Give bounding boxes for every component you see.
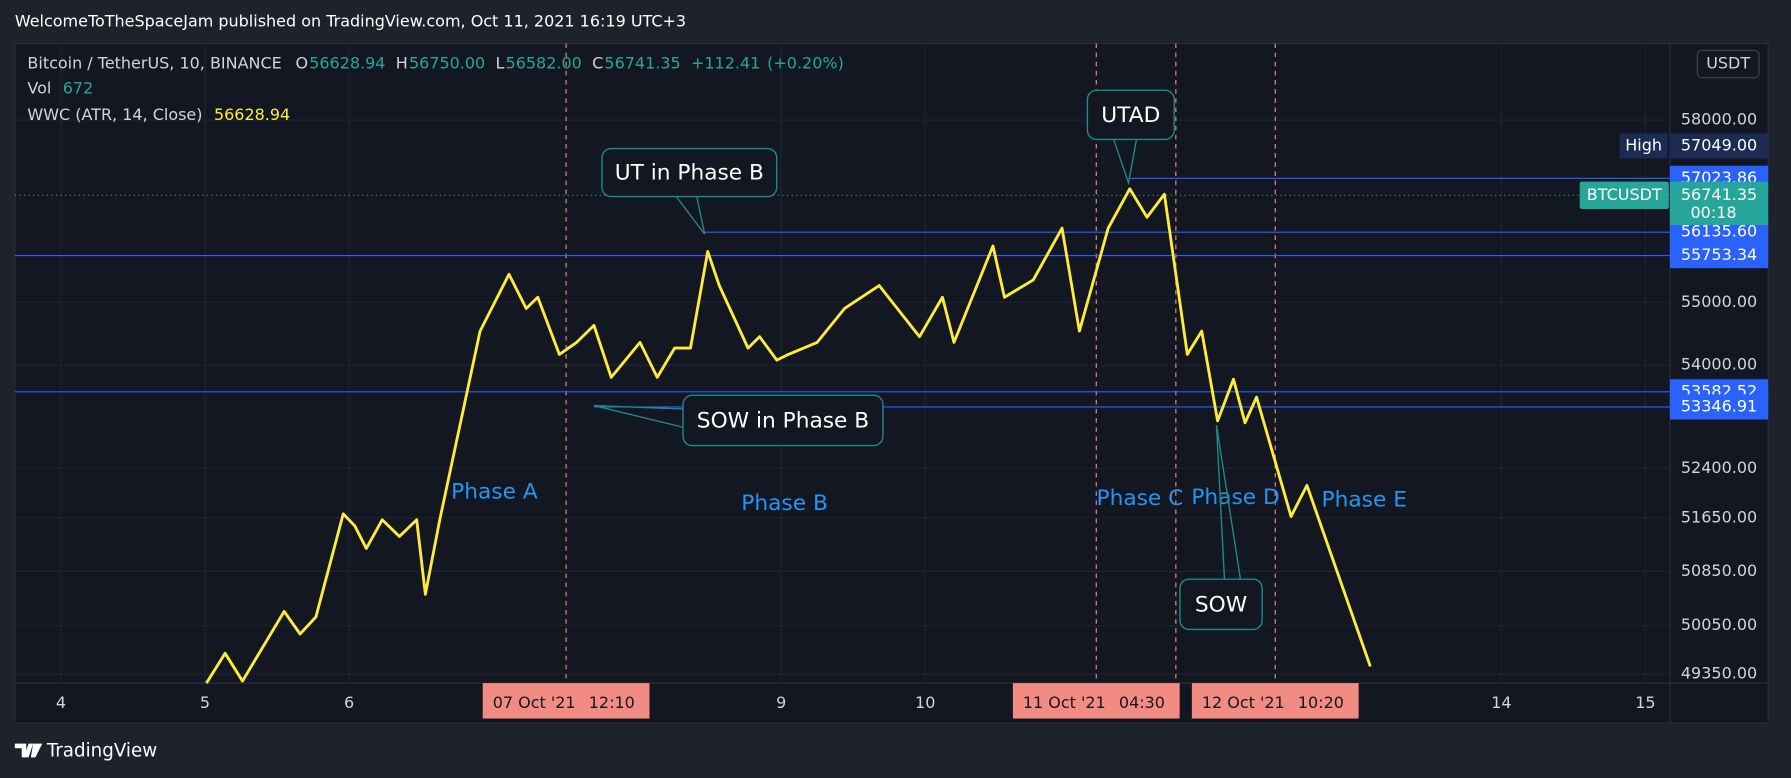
phase-label: Phase B (741, 491, 828, 516)
y-tick-label: 55000.00 (1681, 292, 1757, 311)
event-label-bg (1012, 683, 1180, 719)
y-tick-label: 51650.00 (1681, 507, 1757, 526)
event-time: 04:30 (1119, 693, 1165, 712)
y-tick-label: 50050.00 (1681, 615, 1757, 634)
callout-pointer (675, 196, 706, 235)
symbol-label-bg (1579, 181, 1669, 210)
ohlc-value: 56750.00 (409, 54, 485, 73)
y-tick-label: 50850.00 (1681, 561, 1757, 580)
event-label-bg (482, 683, 650, 719)
level-label-bg (1669, 243, 1769, 269)
high-label-bg (1669, 133, 1769, 159)
phase-label: Phase E (1322, 487, 1407, 512)
ohlc-name: L (496, 54, 505, 73)
countdown: 00:18 (1690, 203, 1736, 222)
callout-text: SOW in Phase B (697, 409, 869, 434)
callout-text: UTAD (1101, 103, 1160, 128)
level-label: 53346.91 (1681, 396, 1757, 415)
level-label: 55753.34 (1681, 245, 1757, 264)
y-tick-label: 58000.00 (1681, 110, 1757, 129)
symbol-label: BTCUSDT (1587, 185, 1662, 204)
level-label: 56135.60 (1681, 222, 1757, 241)
change: +112.41 (691, 54, 760, 73)
currency-button (1696, 49, 1760, 79)
y-tick-label: 49350.00 (1681, 664, 1757, 683)
y-tick-label: 52400.00 (1681, 458, 1757, 477)
callout-box (601, 147, 778, 198)
symbol: Bitcoin / TetherUS, 10, BINANCE (27, 54, 281, 73)
event-date: 12 Oct '21 (1202, 693, 1285, 712)
high-value: 57049.00 (1681, 135, 1757, 154)
level-label-bg (1669, 394, 1769, 420)
ohlc-value: 56628.94 (309, 54, 385, 73)
currency-label: USDT (1706, 54, 1750, 73)
change-pct: (+0.20%) (767, 54, 844, 73)
x-tick-label: 6 (344, 693, 354, 712)
phase-label: Phase A (451, 479, 538, 504)
x-tick-label: 14 (1491, 693, 1511, 712)
callout-box (1086, 89, 1175, 141)
x-tick-label: 4 (56, 693, 66, 712)
event-date: 07 Oct '21 (493, 693, 576, 712)
x-tick-label: 10 (915, 693, 935, 712)
callout-pointer (593, 404, 684, 428)
indicator-name: WWC (ATR, 14, Close) (27, 105, 202, 124)
ohlc-value: 56582.00 (506, 54, 582, 73)
indicator-value: 56628.94 (214, 105, 290, 124)
high-name-bg (1619, 133, 1668, 159)
chart-panel (14, 42, 1769, 724)
event-date: 11 Oct '21 (1023, 693, 1106, 712)
ohlc-value: 56741.35 (604, 54, 680, 73)
ohlc-name: O (295, 54, 308, 73)
header: WelcomeToTheSpaceJam published on Tradin… (15, 11, 686, 30)
phase-label: Phase C (1097, 486, 1184, 511)
high-name: High (1625, 135, 1662, 154)
indicator-line (205, 187, 1372, 684)
last-price-bg (1669, 181, 1769, 226)
callout-box (682, 394, 884, 447)
y-tick-label: 54000.00 (1681, 355, 1757, 374)
phase-label: Phase D (1191, 485, 1279, 510)
event-time: 12:10 (589, 693, 635, 712)
x-tick-label: 5 (200, 693, 210, 712)
volume-value: 672 (63, 79, 94, 98)
x-tick-label: 15 (1635, 693, 1655, 712)
last-price: 56741.35 (1681, 185, 1757, 204)
x-tick-label: 9 (776, 693, 786, 712)
callout-pointer (1113, 139, 1138, 186)
callout-pointer (1215, 424, 1242, 580)
event-label-bg (1191, 683, 1359, 719)
callout-text: UT in Phase B (615, 161, 764, 186)
volume-label: Vol (27, 79, 51, 98)
ohlc-name: C (592, 54, 603, 73)
ohlc-name: H (396, 54, 408, 73)
logo (14, 743, 43, 758)
event-time: 10:20 (1298, 693, 1344, 712)
callout-box (1179, 578, 1263, 631)
footer-brand: TradingView (46, 741, 157, 762)
callout-text: SOW (1195, 592, 1247, 617)
